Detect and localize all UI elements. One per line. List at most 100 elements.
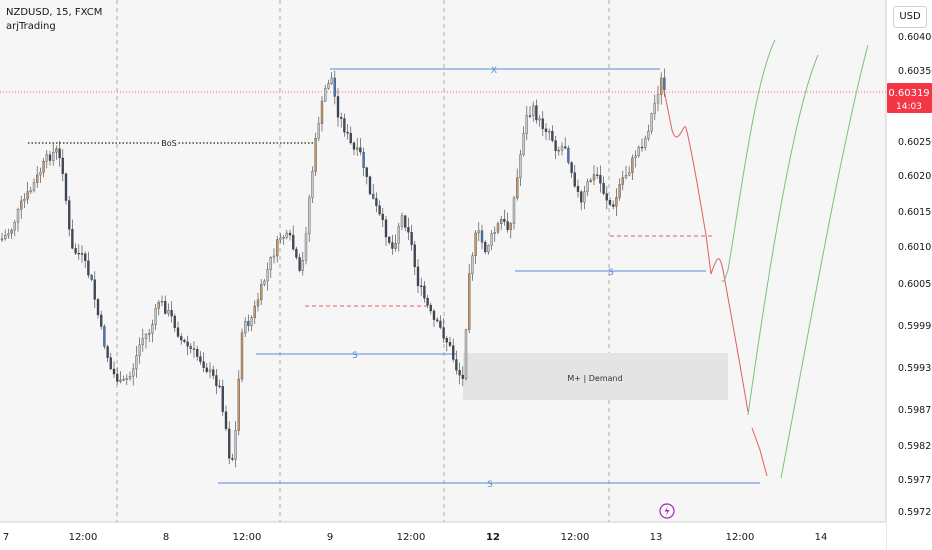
candle-body [464, 329, 468, 379]
candle-body [16, 209, 20, 223]
candle-body [512, 197, 516, 224]
candle-body [64, 173, 68, 201]
time-axis-panel[interactable] [0, 522, 886, 550]
currency-label: USD [899, 11, 921, 22]
candle-body [276, 239, 279, 257]
candle-body [480, 230, 484, 243]
candle-body [253, 305, 256, 318]
candle-body [231, 458, 234, 460]
candle-body [445, 338, 448, 343]
candle-body [589, 179, 592, 182]
candle-body [576, 186, 580, 192]
candle-body [173, 315, 176, 328]
candle-body [327, 83, 330, 89]
candle-body [48, 154, 52, 161]
candle-body [436, 319, 439, 322]
price-tick-label: 0.59725 [898, 507, 932, 518]
candle-body [215, 375, 218, 387]
candle-body [448, 342, 452, 346]
green-projection-1[interactable] [721, 39, 776, 282]
candle-body [333, 77, 336, 97]
candle-body [10, 229, 13, 234]
candle-body [218, 385, 221, 388]
time-tick-label: 13 [650, 532, 663, 543]
candle-body [234, 430, 237, 460]
lightning-icon[interactable] [659, 503, 675, 519]
candle-body [628, 172, 631, 176]
candle-body [42, 161, 45, 173]
red-projection-tail[interactable] [751, 427, 768, 477]
green-projection-3[interactable] [780, 44, 869, 479]
candle-body [461, 374, 464, 379]
candle-body [560, 146, 564, 151]
candle-body [496, 223, 500, 233]
candle-body [71, 229, 74, 249]
candle-body [400, 215, 404, 227]
candle-body [263, 280, 266, 285]
candle-body [650, 113, 653, 132]
candle-body [471, 255, 474, 274]
candle-body [45, 154, 48, 162]
candle-body [442, 327, 445, 339]
candle-body [29, 190, 32, 192]
candle-body [528, 115, 532, 117]
candle-body [631, 157, 634, 173]
candle-body [208, 369, 212, 372]
candle-body [304, 233, 308, 261]
candle-body [269, 257, 272, 270]
candle-body [320, 100, 324, 124]
candle-body [87, 260, 90, 276]
s-level-label-bottom: S [487, 480, 493, 490]
candle-body [183, 339, 186, 342]
candle-body [634, 155, 637, 159]
candle-body [343, 118, 346, 133]
currency-button[interactable]: USD [893, 6, 927, 28]
candle-body [375, 198, 378, 206]
candle-body [221, 386, 224, 412]
candle-body [154, 308, 157, 325]
candle-body [458, 370, 461, 376]
candle-body [330, 77, 333, 84]
candle-body [186, 341, 189, 347]
demand-zone-label: M+ | Demand [567, 374, 622, 383]
candle-body [413, 244, 416, 268]
candle-body [535, 105, 538, 121]
candle-body [170, 310, 173, 317]
candle-body [4, 235, 7, 240]
candle-body [228, 428, 231, 459]
candle-body [266, 269, 269, 282]
candle-body [596, 174, 599, 176]
candle-body [272, 255, 276, 258]
candle-body [525, 115, 528, 134]
candle-body [212, 369, 215, 376]
candle-body [260, 284, 263, 301]
candle-body [420, 285, 423, 288]
candle-body [647, 130, 650, 139]
candle-body [279, 237, 282, 240]
red-projection-path[interactable] [663, 89, 749, 413]
price-axis-panel[interactable] [886, 0, 932, 550]
candle-body [157, 302, 160, 309]
time-tick-label: 14 [815, 532, 828, 543]
author-name: arjTrading [6, 21, 56, 32]
candle-body [416, 266, 420, 287]
candle-body [192, 348, 196, 350]
demand-zone[interactable] [463, 353, 728, 400]
candle-body [93, 279, 96, 300]
candle-body [503, 219, 506, 222]
candle-body [362, 151, 365, 168]
candle-body [301, 259, 304, 271]
price-badge-value: 0.60319 [888, 88, 929, 99]
candle-body [384, 219, 388, 238]
green-projection-2[interactable] [747, 54, 819, 416]
